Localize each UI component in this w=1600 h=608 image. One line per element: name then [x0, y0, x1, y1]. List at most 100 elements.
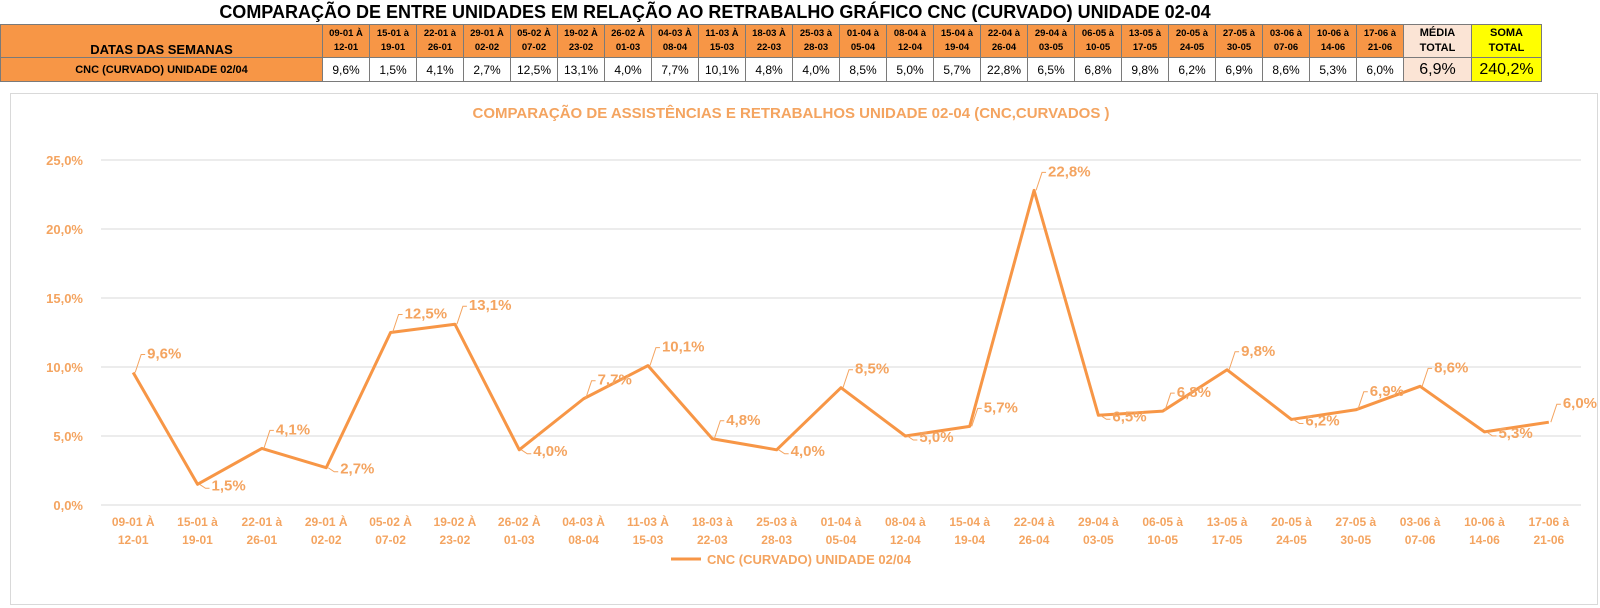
x-tick-label: 20-05 à [1271, 515, 1312, 529]
week-value-cell: 4,8% [745, 57, 793, 82]
week-header-line: 22-04 à [987, 28, 1021, 39]
data-label-leader [134, 354, 146, 373]
page-title: COMPARAÇÃO DE ENTRE UNIDADES EM RELAÇÃO … [219, 2, 1211, 22]
week-value-cell: 4,1% [416, 57, 464, 82]
y-tick-label: 20,0% [46, 222, 83, 237]
x-tick-label: 24-05 [1276, 533, 1307, 547]
week-header-line: 28-03 [803, 42, 829, 53]
data-label: 6,5% [1112, 408, 1146, 425]
x-tick-label: 10-06 à [1464, 515, 1505, 529]
week-header-cell: 20-05 à 24-05 [1168, 24, 1216, 58]
table-header-row: DATAS DAS SEMANAS 09-01 À 12-01 15-01 à 19-… [0, 24, 1542, 58]
data-label-leader [199, 483, 210, 489]
x-tick-label: 06-05 à [1142, 515, 1183, 529]
week-header-cell: 29-01 À 02-02 [463, 24, 511, 58]
x-tick-label: 10-05 [1147, 533, 1178, 547]
week-header-line: 12-01 [333, 42, 359, 53]
data-label-leader [649, 347, 660, 366]
week-header-cell: 10-06 à 14-06 [1309, 24, 1357, 58]
data-label: 8,5% [855, 361, 889, 378]
week-header-cell: 09-01 À 12-01 [322, 24, 370, 58]
week-value-cell: 8,5% [839, 57, 887, 82]
week-header-line: 09-01 À [329, 28, 363, 39]
data-label: 6,9% [1370, 383, 1404, 400]
x-tick-label: 04-03 À [562, 514, 605, 529]
data-label: 5,0% [919, 429, 953, 446]
chart-title: COMPARAÇÃO DE ASSISTÊNCIAS E RETRABALHOS… [472, 104, 1109, 122]
y-tick-label: 25,0% [46, 153, 83, 168]
week-header-cell: 22-01 à 26-01 [416, 24, 464, 58]
week-header-cell: 08-04 à 12-04 [886, 24, 934, 58]
x-tick-label: 07-02 [375, 533, 406, 547]
x-tick-label: 03-05 [1083, 533, 1114, 547]
week-header-cell: 01-04 à 05-04 [839, 24, 887, 58]
week-header-line: 29-01 À [470, 28, 504, 39]
week-header-cell: 27-05 à 30-05 [1215, 24, 1263, 58]
line-chart: COMPARAÇÃO DE ASSISTÊNCIAS E RETRABALHOS… [46, 104, 1597, 567]
data-label: 5,3% [1498, 425, 1532, 442]
data-label-leader [971, 407, 982, 427]
legend-label: CNC (CURVADO) UNIDADE 02/04 [707, 552, 912, 567]
data-label-leader [1550, 403, 1561, 423]
x-tick-label: 15-04 à [949, 515, 990, 529]
data-label-leader [1228, 351, 1240, 370]
data-label-leader [1421, 367, 1433, 387]
x-tick-label: 05-02 À [369, 514, 412, 529]
data-label-leader [585, 380, 596, 399]
week-header-line: 29-04 à [1034, 28, 1068, 39]
week-header-line: 15-04 à [940, 28, 974, 39]
x-tick-label: 14-06 [1469, 533, 1500, 547]
data-label-leader [327, 467, 339, 473]
week-header-line: 19-01 [380, 42, 406, 53]
x-tick-label: 22-03 [697, 533, 728, 547]
data-label-leader [713, 420, 725, 439]
week-value-cell: 1,5% [369, 57, 417, 82]
x-tick-label: 15-03 [633, 533, 664, 547]
week-header-line: 23-02 [568, 42, 594, 53]
week-value-cell: 8,6% [1262, 57, 1310, 82]
x-tick-label: 25-03 à [756, 515, 797, 529]
week-header-line: 19-02 À [564, 28, 598, 39]
series-line [131, 188, 1550, 486]
week-value-cell: 12,5% [510, 57, 558, 82]
x-tick-label: 12-01 [118, 533, 149, 547]
data-label: 2,7% [340, 461, 374, 478]
week-header-cell: 03-06 à 07-06 [1262, 24, 1310, 58]
week-value-cell: 2,7% [463, 57, 511, 82]
x-tick-label: 26-01 [247, 533, 278, 547]
y-tick-label: 15,0% [46, 291, 83, 306]
media-total-header: MÉDIA TOTAL [1403, 24, 1472, 58]
data-label: 4,8% [726, 412, 760, 429]
data-label-leader [1357, 391, 1368, 410]
week-value-cell: 5,0% [886, 57, 934, 82]
data-label-leader [1035, 171, 1047, 191]
week-header-line: 26-01 [427, 42, 453, 53]
week-header-cell: 19-02 À 23-02 [557, 24, 605, 58]
data-label: 8,6% [1434, 359, 1468, 376]
x-tick-label: 19-04 [954, 533, 985, 547]
x-tick-label: 02-02 [311, 533, 342, 547]
x-tick-label: 01-03 [504, 533, 535, 547]
x-tick-label: 13-05 à [1207, 515, 1248, 529]
week-header-line: 15-03 [709, 42, 735, 53]
data-label: 12,5% [405, 306, 448, 323]
data-label-leader [263, 429, 274, 449]
y-tick-label: 10,0% [46, 360, 83, 375]
week-value-cell: 5,3% [1309, 57, 1357, 82]
week-header-line: 27-05 à [1222, 28, 1256, 39]
week-value-cell: 4,0% [792, 57, 840, 82]
week-header-line: 13-05 à [1128, 28, 1162, 39]
week-header-cell: 11-03 À 15-03 [698, 24, 746, 58]
data-label: 13,1% [469, 297, 512, 314]
week-header-line: 26-04 [991, 42, 1017, 53]
soma-total-header: SOMA TOTAL [1471, 24, 1542, 58]
week-value-cell: 6,2% [1168, 57, 1216, 82]
x-tick-label: 29-04 à [1078, 515, 1119, 529]
x-tick-label: 17-06 à [1528, 515, 1569, 529]
week-value-cell: 22,8% [980, 57, 1028, 82]
week-header-line: 26-02 À [611, 28, 645, 39]
data-label: 22,8% [1048, 163, 1091, 180]
week-header-line: 22-03 [756, 42, 782, 53]
week-header-line: 11-03 À [705, 28, 739, 39]
data-label-leader [907, 435, 918, 441]
